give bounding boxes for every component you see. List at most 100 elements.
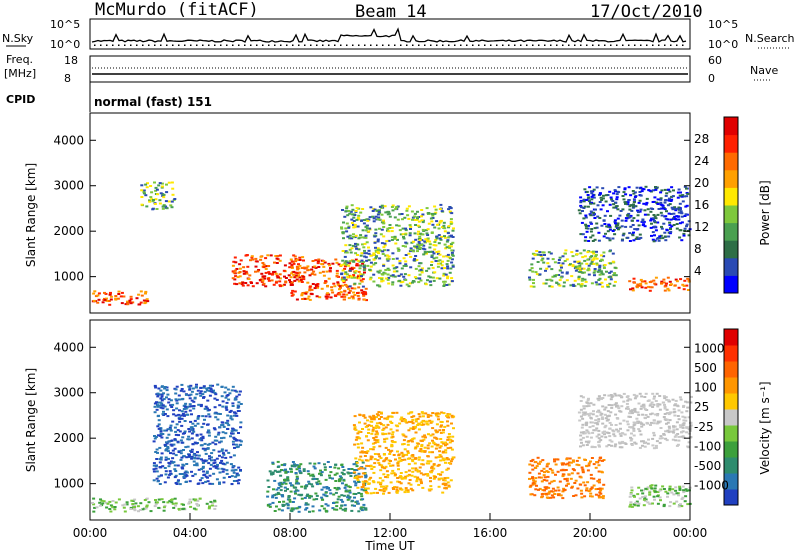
radar-cell: [371, 215, 375, 218]
radar-cell: [378, 218, 382, 221]
radar-cell: [280, 494, 284, 497]
nsearch-point: [520, 44, 522, 46]
radar-cell: [395, 224, 399, 227]
radar-cell: [589, 190, 593, 193]
radar-cell: [579, 204, 583, 207]
radar-cell: [167, 465, 171, 468]
radar-cell: [377, 252, 380, 255]
radar-cell: [597, 399, 601, 402]
radar-cell: [548, 285, 552, 288]
radar-cell: [599, 254, 603, 257]
radar-cell: [606, 415, 610, 418]
radar-cell: [669, 228, 672, 230]
radar-cell: [323, 282, 327, 284]
radar-cell: [444, 451, 448, 454]
radar-cell: [541, 459, 545, 462]
radar-cell: [169, 429, 173, 432]
radar-cell: [350, 509, 354, 512]
radar-cell: [579, 400, 583, 402]
radar-cell: [162, 506, 166, 509]
radar-cell: [220, 385, 224, 388]
radar-cell: [311, 505, 315, 508]
radar-cell: [183, 404, 187, 407]
radar-cell: [633, 397, 637, 400]
radar-cell: [310, 288, 314, 291]
radar-cell: [126, 300, 130, 303]
radar-cell: [643, 280, 647, 283]
radar-cell: [363, 451, 367, 453]
radar-cell: [103, 291, 106, 294]
radar-cell: [162, 398, 166, 401]
radar-cell: [362, 503, 366, 506]
radar-cell: [443, 243, 447, 246]
x-tick-label: 00:00: [673, 526, 708, 540]
radar-cell: [400, 420, 404, 423]
radar-cell: [680, 411, 684, 414]
radar-cell: [353, 426, 357, 429]
radar-cell: [572, 285, 576, 287]
radar-cell: [438, 450, 442, 453]
radar-cell: [451, 241, 455, 244]
radar-cell: [214, 466, 218, 469]
radar-cell: [109, 510, 113, 513]
radar-cell: [164, 458, 168, 461]
radar-cell: [427, 212, 431, 214]
radar-cell: [570, 251, 574, 254]
radar-cell: [577, 275, 581, 278]
y-tick-label: 2000: [53, 431, 84, 445]
radar-cell: [145, 505, 149, 508]
radar-cell: [301, 275, 305, 278]
radar-cell: [353, 443, 357, 446]
radar-cell: [379, 457, 383, 460]
radar-cell: [163, 481, 167, 484]
radar-cell: [184, 402, 188, 405]
radar-cell: [190, 399, 194, 402]
radar-cell: [663, 407, 667, 410]
nsearch-point: [166, 44, 168, 46]
radar-cell: [677, 418, 681, 421]
radar-cell: [594, 253, 598, 256]
radar-cell: [380, 277, 384, 280]
radar-cell: [237, 401, 241, 404]
radar-cell: [350, 504, 354, 507]
radar-cell: [238, 271, 242, 273]
radar-cell: [444, 247, 448, 250]
radar-cell: [363, 416, 367, 419]
radar-cell: [445, 457, 449, 459]
radar-cell: [561, 262, 565, 265]
radar-cell: [382, 424, 386, 427]
radar-cell: [340, 272, 344, 275]
radar-cell: [597, 433, 601, 436]
nsearch-point: [394, 44, 396, 46]
radar-cell: [396, 464, 400, 467]
radar-cell: [219, 461, 222, 464]
radar-cell: [334, 258, 338, 261]
radar-cell: [165, 191, 169, 194]
radar-cell: [351, 208, 355, 211]
radar-cell: [673, 284, 677, 287]
radar-cell: [376, 247, 380, 250]
nsearch-point: [658, 44, 660, 46]
nsearch-point: [664, 44, 666, 46]
radar-cell: [394, 206, 398, 209]
radar-cell: [420, 219, 424, 222]
radar-cell: [635, 186, 639, 189]
radar-cell: [569, 284, 573, 287]
radar-cell: [629, 492, 633, 495]
radar-cell: [130, 499, 134, 502]
radar-cell: [361, 236, 365, 239]
radar-cell: [208, 442, 212, 445]
radar-cell: [450, 261, 454, 264]
radar-cell: [376, 459, 380, 462]
radar-cell: [622, 191, 626, 194]
radar-cell: [185, 463, 189, 465]
radar-cell: [649, 210, 653, 213]
radar-cell: [188, 498, 192, 501]
radar-cell: [317, 480, 321, 483]
radar-cell: [418, 450, 422, 453]
radar-cell: [266, 495, 270, 498]
radar-cell: [273, 479, 277, 482]
radar-cell: [420, 215, 423, 218]
radar-cell: [190, 457, 194, 460]
radar-cell: [601, 495, 605, 498]
